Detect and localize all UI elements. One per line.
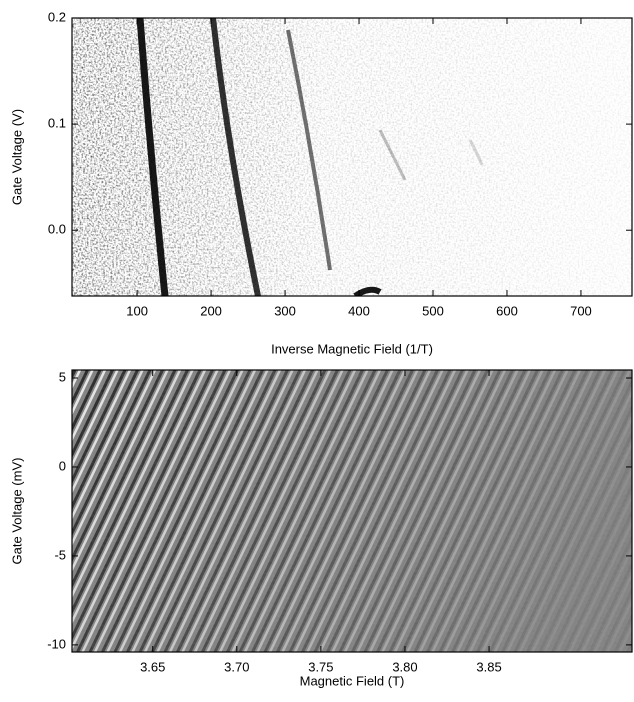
y-tick-label: 0.2 bbox=[48, 9, 66, 24]
plot-frame bbox=[71, 369, 633, 653]
streak bbox=[286, 29, 332, 271]
x-tick-label: 400 bbox=[348, 303, 370, 318]
y-tick-label: -5 bbox=[54, 547, 66, 562]
x-tick-label: 700 bbox=[570, 303, 592, 318]
streak bbox=[136, 18, 169, 296]
x-tick-label: 3.65 bbox=[140, 659, 165, 674]
x-tick-label: 500 bbox=[422, 303, 444, 318]
y-tick-label: 5 bbox=[59, 369, 66, 384]
x-tick-label: 3.85 bbox=[476, 659, 501, 674]
noise bbox=[72, 370, 632, 652]
streak bbox=[378, 129, 407, 181]
streak bbox=[353, 286, 382, 296]
streak bbox=[468, 139, 484, 166]
heatmap bbox=[72, 18, 632, 296]
x-tick-label: 600 bbox=[496, 303, 518, 318]
y-tick-label: -10 bbox=[47, 636, 66, 651]
x-axis-label: Magnetic Field (T) bbox=[300, 673, 405, 688]
y-axis-label: Gate Voltage (V) bbox=[9, 109, 24, 205]
y-tick-label: 0 bbox=[59, 458, 66, 473]
y-axis-label: Gate Voltage (mV) bbox=[9, 458, 24, 565]
plot-frame bbox=[71, 17, 633, 297]
x-tick-label: 300 bbox=[274, 303, 296, 318]
y-tick-label: 0.1 bbox=[48, 116, 66, 131]
x-tick-label: 200 bbox=[200, 303, 222, 318]
streak bbox=[210, 18, 261, 296]
x-axis-label: Inverse Magnetic Field (1/T) bbox=[271, 341, 433, 356]
fade bbox=[72, 18, 632, 296]
x-tick-label: 3.70 bbox=[224, 659, 249, 674]
x-tick-label: 100 bbox=[126, 303, 148, 318]
y-tick-label: 0.0 bbox=[48, 222, 66, 237]
x-tick-label: 3.80 bbox=[392, 659, 417, 674]
x-tick-label: 3.75 bbox=[308, 659, 333, 674]
heatmap bbox=[72, 370, 632, 652]
